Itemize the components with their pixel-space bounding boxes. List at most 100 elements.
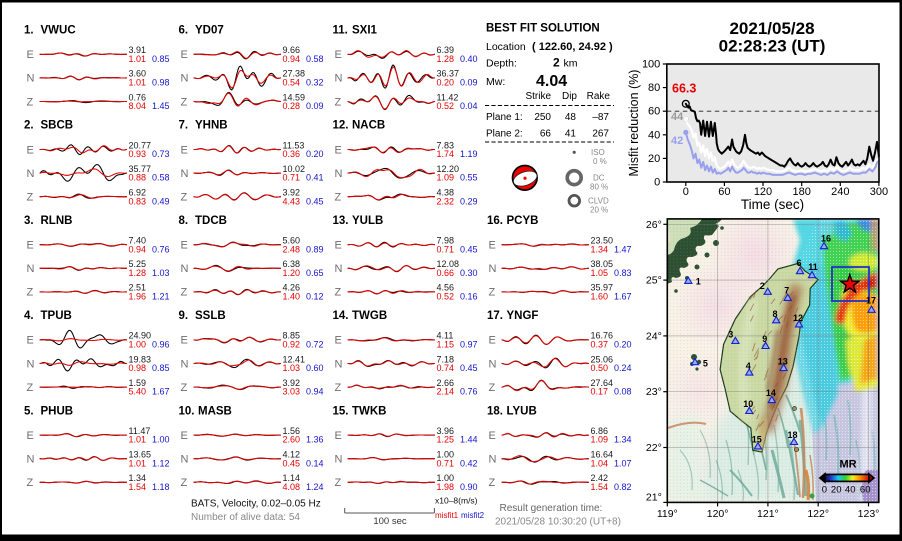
svg-text:N: N: [489, 454, 497, 466]
svg-text:0: 0: [822, 484, 827, 495]
svg-text:17: 17: [866, 296, 876, 306]
svg-text:6.92: 6.92: [129, 188, 147, 198]
svg-text:E: E: [27, 49, 34, 61]
svg-text:N: N: [335, 168, 343, 180]
svg-text:15.: 15.: [333, 405, 349, 417]
svg-text:4.11: 4.11: [437, 331, 454, 341]
svg-text:1.09: 1.09: [591, 435, 609, 445]
svg-text:38.05: 38.05: [591, 259, 614, 269]
svg-text:E: E: [181, 49, 188, 61]
svg-text:TPUB: TPUB: [41, 310, 72, 322]
svg-text:4.04: 4.04: [536, 73, 567, 90]
svg-text:1.56: 1.56: [283, 426, 301, 436]
svg-text:2021/05/28 10:30:20 (UT+8): 2021/05/28 10:30:20 (UT+8): [495, 517, 621, 528]
svg-text:0.58: 0.58: [152, 173, 170, 183]
svg-text:0.42: 0.42: [460, 458, 478, 468]
svg-text:0.45: 0.45: [460, 244, 478, 254]
svg-text:0.85: 0.85: [152, 363, 170, 373]
svg-text:1.54: 1.54: [129, 482, 147, 492]
svg-text:4.56: 4.56: [437, 283, 455, 293]
svg-text:1.05: 1.05: [591, 268, 609, 278]
svg-text:0.41: 0.41: [306, 173, 324, 183]
svg-text:4.38: 4.38: [437, 188, 455, 198]
svg-text:BEST FIT SOLUTION: BEST FIT SOLUTION: [486, 23, 600, 35]
svg-text:80: 80: [648, 82, 660, 94]
svg-text:DC: DC: [593, 174, 605, 183]
svg-text:1.03: 1.03: [283, 363, 301, 373]
svg-text:4.08: 4.08: [283, 482, 301, 492]
svg-text:0.92: 0.92: [283, 340, 301, 350]
svg-text:36.37: 36.37: [437, 69, 460, 79]
svg-text:E: E: [27, 144, 34, 156]
svg-text:YNGF: YNGF: [507, 310, 539, 322]
svg-text:15: 15: [752, 434, 762, 444]
svg-text:240: 240: [831, 186, 849, 198]
svg-text:66.3: 66.3: [672, 82, 696, 96]
svg-text:0.96: 0.96: [152, 340, 170, 350]
svg-text:Z: Z: [335, 287, 342, 299]
svg-text:0.98: 0.98: [129, 363, 147, 373]
svg-text:E: E: [335, 49, 342, 61]
svg-text:x10–8(m/s): x10–8(m/s): [435, 496, 478, 506]
svg-text:Z: Z: [181, 96, 188, 108]
svg-text:20.77: 20.77: [129, 140, 152, 150]
svg-text:Z: Z: [27, 382, 34, 394]
svg-text:1.67: 1.67: [152, 387, 170, 397]
svg-text:11.53: 11.53: [283, 140, 305, 150]
svg-text:0.09: 0.09: [460, 78, 478, 88]
svg-text:1.59: 1.59: [129, 378, 147, 388]
svg-text:2.48: 2.48: [283, 244, 301, 254]
svg-text:N: N: [181, 168, 189, 180]
svg-text:N: N: [27, 168, 35, 180]
svg-text:2.32: 2.32: [437, 196, 455, 206]
svg-text:2.66: 2.66: [437, 378, 455, 388]
svg-text:8.: 8.: [179, 215, 189, 227]
svg-text:Z: Z: [489, 477, 496, 489]
svg-text:E: E: [181, 144, 188, 156]
svg-text:122°: 122°: [807, 508, 829, 520]
svg-text:20 %: 20 %: [590, 206, 608, 215]
svg-text:10: 10: [743, 399, 753, 409]
svg-text:Depth:: Depth:: [486, 58, 517, 70]
svg-text:0.45: 0.45: [306, 196, 324, 206]
svg-text:0.54: 0.54: [283, 78, 301, 88]
svg-text:0.49: 0.49: [152, 196, 170, 206]
svg-text:E: E: [181, 240, 188, 252]
svg-text:0.76: 0.76: [129, 92, 147, 102]
svg-text:5.40: 5.40: [129, 387, 147, 397]
svg-text:N: N: [335, 73, 343, 85]
svg-text:0.74: 0.74: [437, 363, 455, 373]
svg-text:0.90: 0.90: [460, 482, 478, 492]
svg-text:11: 11: [808, 262, 818, 272]
svg-text:N: N: [27, 358, 35, 370]
svg-text:N: N: [27, 454, 35, 466]
svg-text:Plane 2:: Plane 2:: [486, 129, 523, 140]
svg-text:1.45: 1.45: [152, 101, 170, 111]
svg-text:MR: MR: [839, 459, 856, 471]
svg-text:8: 8: [772, 309, 777, 319]
svg-text:7.: 7.: [179, 120, 189, 132]
svg-text:9: 9: [762, 334, 767, 344]
svg-text:3.96: 3.96: [437, 426, 455, 436]
svg-text:12.20: 12.20: [437, 164, 460, 174]
svg-text:21°: 21°: [646, 492, 662, 504]
svg-text:misfit2: misfit2: [461, 511, 485, 520]
svg-text:0.50: 0.50: [591, 363, 609, 373]
svg-text:1.12: 1.12: [152, 458, 170, 468]
svg-text:Rake: Rake: [587, 91, 611, 102]
svg-text:YHNB: YHNB: [195, 120, 228, 132]
svg-text:0.37: 0.37: [591, 340, 609, 350]
svg-text:–87: –87: [592, 112, 609, 123]
svg-text:E: E: [489, 240, 496, 252]
svg-text:Z: Z: [181, 477, 188, 489]
svg-text:0.12: 0.12: [306, 292, 324, 302]
svg-text:16.: 16.: [487, 215, 503, 227]
svg-text:Z: Z: [335, 382, 342, 394]
svg-text:0.29: 0.29: [460, 196, 478, 206]
svg-text:180: 180: [793, 186, 811, 198]
svg-text:1.01: 1.01: [129, 54, 147, 64]
svg-text:E: E: [27, 335, 34, 347]
svg-text:22°: 22°: [646, 442, 662, 454]
svg-text:0.83: 0.83: [614, 268, 632, 278]
svg-text:Z: Z: [27, 477, 34, 489]
